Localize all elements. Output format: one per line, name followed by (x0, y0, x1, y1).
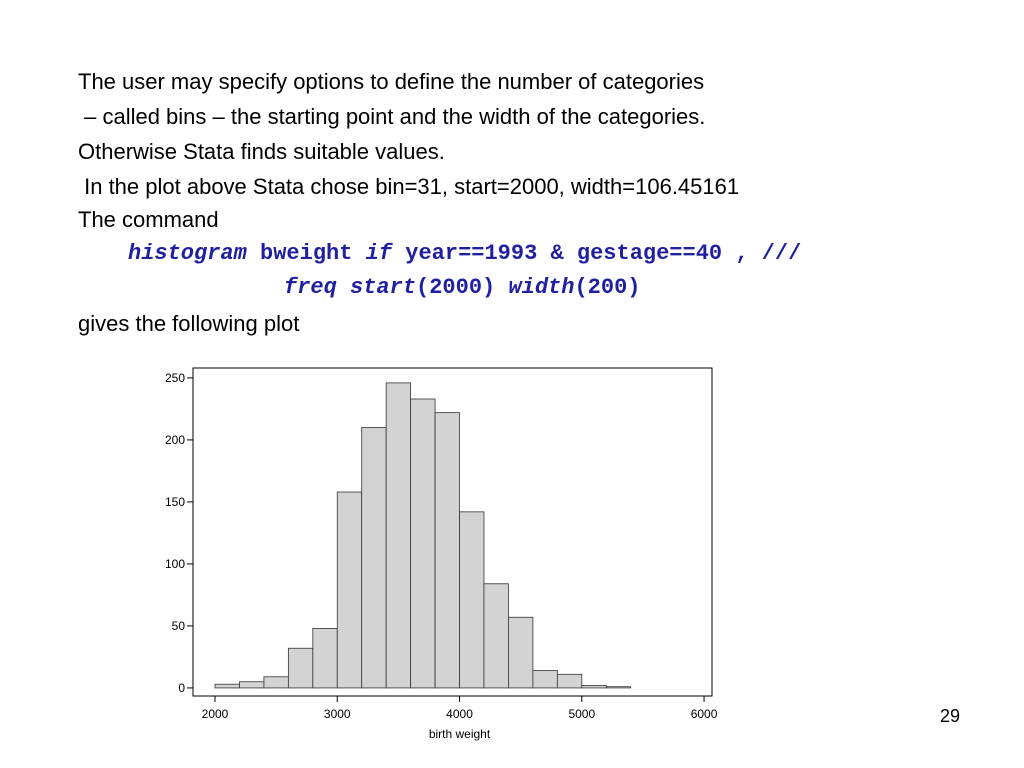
command-part: (200) (574, 275, 641, 300)
x-tick-label: 2000 (202, 707, 229, 721)
bar (483, 583, 509, 689)
bar (336, 491, 363, 689)
y-tick-label: 0 (178, 681, 185, 695)
y-tick-label: 250 (165, 371, 185, 385)
x-tick-label: 5000 (568, 707, 595, 721)
bar (410, 398, 436, 689)
bar (361, 427, 387, 689)
text-line: Otherwise Stata finds suitable values. (78, 139, 445, 164)
command-line: freq start(2000) width(200) (284, 275, 640, 301)
bar (605, 686, 632, 689)
command-part: bweight (246, 241, 366, 266)
command-part: width (508, 275, 575, 300)
y-tick-label: 50 (172, 619, 186, 633)
bar (459, 511, 485, 689)
text-line: – called bins – the starting point and t… (78, 104, 706, 129)
text-line: The user may specify options to define t… (78, 69, 705, 94)
bar (581, 685, 607, 689)
bar (508, 616, 534, 689)
bar (532, 670, 558, 689)
page-number: 29 (940, 706, 961, 726)
bar (312, 628, 338, 689)
command-part: if (365, 241, 393, 266)
bar (385, 382, 412, 689)
y-tick-label: 100 (165, 557, 185, 571)
text-line: gives the following plot (78, 311, 300, 336)
bar (214, 683, 240, 689)
bar (434, 412, 460, 689)
command-part: year==1993 & gestage==40 , /// (392, 241, 802, 266)
command-line: histogram bweight if year==1993 & gestag… (128, 241, 801, 267)
command-part: histogram (128, 241, 247, 266)
bar (287, 647, 314, 689)
bar (556, 673, 583, 689)
command-part: (2000) (416, 275, 509, 300)
x-tick-label: 6000 (691, 707, 718, 721)
x-axis-label: birth weight (429, 727, 491, 741)
command-part: freq start (284, 275, 417, 300)
y-tick-label: 200 (165, 433, 185, 447)
text-line: In the plot above Stata chose bin=31, st… (78, 174, 740, 199)
y-tick-label: 150 (165, 495, 185, 509)
bar (263, 676, 289, 689)
bar (239, 681, 265, 689)
x-tick-label: 3000 (324, 707, 351, 721)
text-line: The command (78, 207, 219, 232)
x-tick-label: 4000 (446, 707, 473, 721)
